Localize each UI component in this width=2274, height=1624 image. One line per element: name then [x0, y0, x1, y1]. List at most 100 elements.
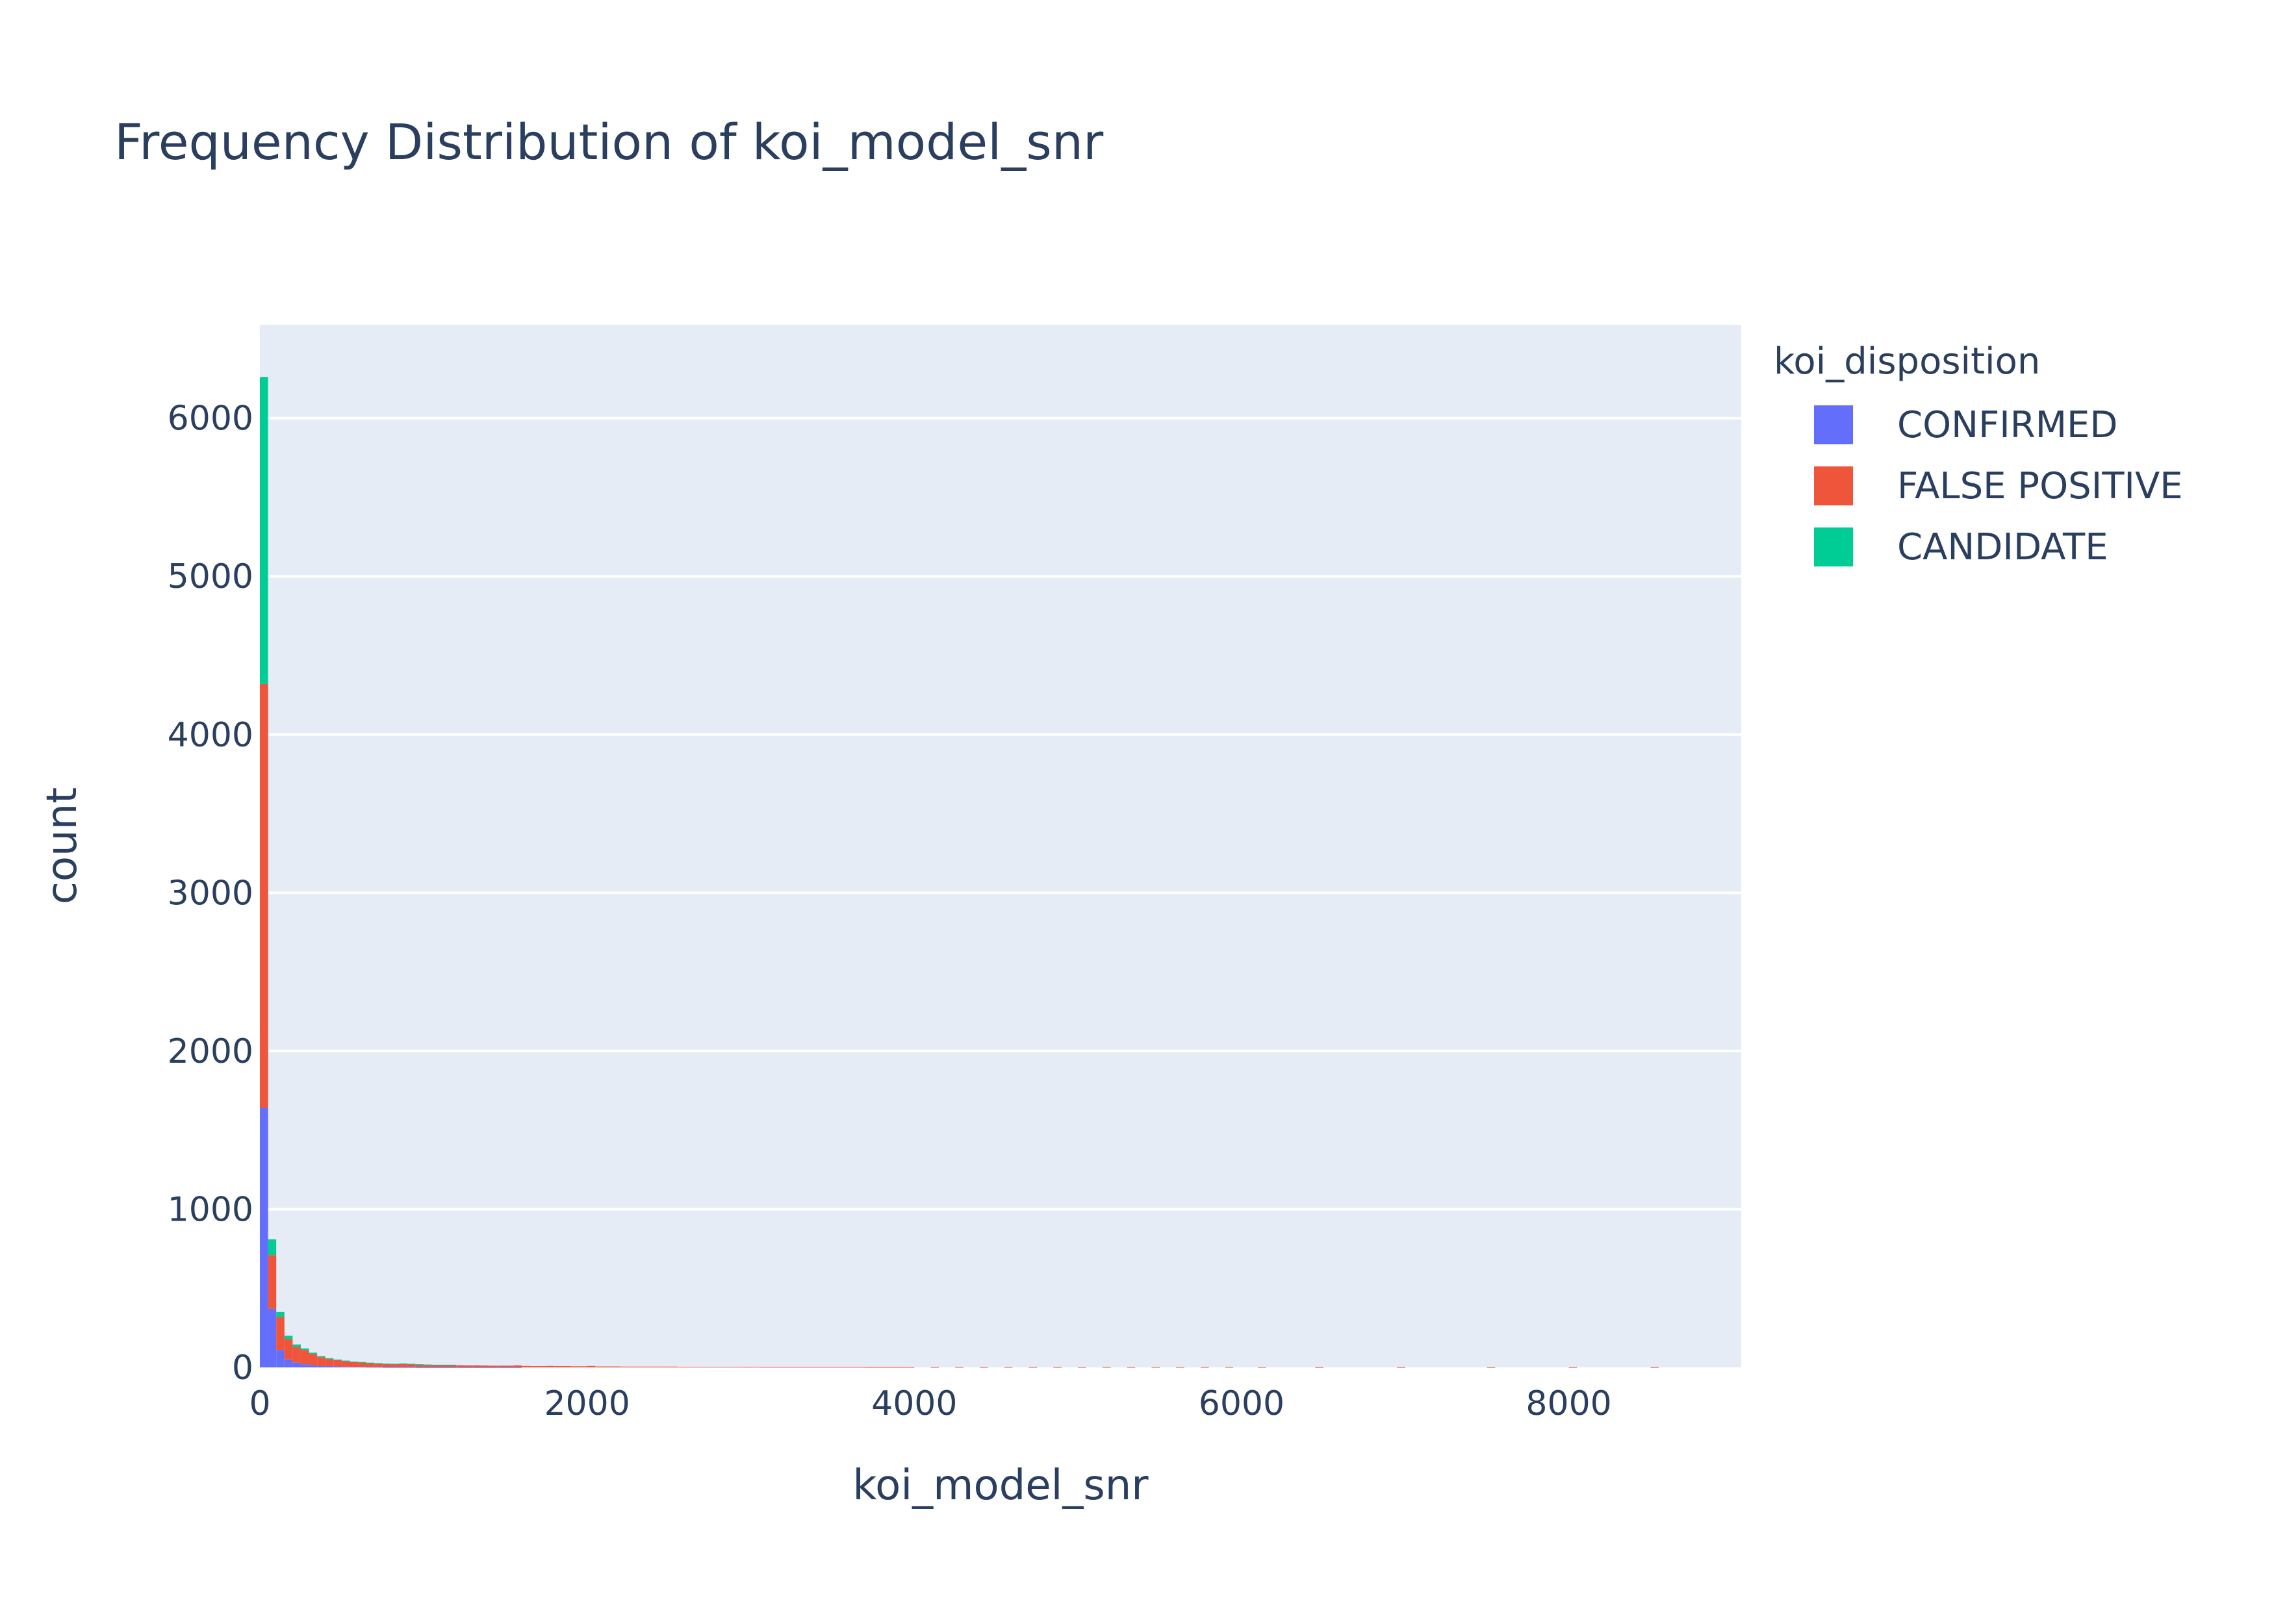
histogram-bar[interactable] [407, 1364, 416, 1367]
histogram-bar[interactable] [276, 1317, 285, 1351]
histogram-bar[interactable] [1127, 1367, 1136, 1368]
histogram-bar[interactable] [268, 1255, 277, 1309]
histogram-bar[interactable] [276, 1350, 285, 1367]
histogram-bar[interactable] [382, 1367, 391, 1368]
legend-item-confirmed[interactable]: CONFIRMED [1814, 404, 2118, 446]
histogram-bar[interactable] [448, 1365, 457, 1367]
histogram-bar[interactable] [415, 1367, 424, 1368]
legend-item-false-positive[interactable]: FALSE POSITIVE [1814, 465, 2183, 507]
histogram-bar[interactable] [341, 1361, 350, 1367]
histogram-bar[interactable] [407, 1367, 416, 1368]
histogram-bar[interactable] [399, 1367, 407, 1368]
histogram-bar[interactable] [513, 1367, 522, 1368]
histogram-bar[interactable] [317, 1356, 326, 1358]
histogram-bar[interactable] [431, 1365, 441, 1367]
histogram-bar[interactable] [554, 1366, 563, 1367]
histogram-bar[interactable] [309, 1365, 318, 1367]
histogram-bar[interactable] [300, 1348, 309, 1351]
histogram-bar[interactable] [260, 1108, 268, 1367]
histogram-bar[interactable] [489, 1367, 498, 1368]
histogram-bar[interactable] [415, 1364, 424, 1365]
histogram-bar[interactable] [284, 1359, 293, 1367]
histogram-bar[interactable] [325, 1359, 334, 1367]
histogram-bar[interactable] [292, 1344, 301, 1347]
histogram-bar[interactable] [521, 1365, 530, 1367]
histogram-bar[interactable] [260, 683, 268, 1108]
histogram-bar[interactable] [317, 1365, 326, 1367]
histogram-bar[interactable] [930, 1367, 939, 1368]
histogram-bar[interactable] [464, 1365, 473, 1367]
histogram-bar[interactable] [1568, 1367, 1578, 1368]
histogram-bar[interactable] [390, 1364, 400, 1367]
histogram-bar[interactable] [1176, 1367, 1184, 1368]
histogram-bar[interactable] [480, 1367, 489, 1368]
histogram-bar[interactable] [440, 1365, 448, 1367]
histogram-bar[interactable] [358, 1362, 366, 1367]
histogram-bar[interactable] [1200, 1367, 1209, 1368]
histogram-bar[interactable] [456, 1367, 465, 1368]
histogram-bar[interactable] [513, 1365, 522, 1367]
histogram-bar[interactable] [480, 1365, 489, 1367]
histogram-bar[interactable] [423, 1364, 432, 1367]
histogram-bar[interactable] [366, 1362, 375, 1364]
histogram-bar[interactable] [350, 1362, 359, 1367]
histogram-bar[interactable] [889, 1367, 899, 1368]
histogram-bar[interactable] [325, 1366, 334, 1367]
histogram-bar[interactable] [1650, 1367, 1659, 1368]
histogram-bar[interactable] [423, 1367, 432, 1368]
histogram-bar[interactable] [579, 1366, 587, 1367]
histogram-bar[interactable] [268, 1239, 277, 1256]
histogram-bar[interactable] [906, 1367, 915, 1368]
histogram-bar[interactable] [472, 1367, 481, 1368]
legend-item-candidate[interactable]: CANDIDATE [1814, 526, 2108, 568]
histogram-bar[interactable] [497, 1367, 505, 1368]
histogram-bar[interactable] [276, 1312, 285, 1317]
histogram-bar[interactable] [1315, 1367, 1323, 1368]
histogram-bar[interactable] [431, 1367, 441, 1368]
histogram-bar[interactable] [399, 1364, 407, 1367]
histogram-bar[interactable] [464, 1367, 473, 1368]
histogram-bar[interactable] [1053, 1367, 1062, 1368]
histogram-bar[interactable] [415, 1364, 424, 1367]
histogram-bar[interactable] [570, 1366, 580, 1367]
histogram-bar[interactable] [292, 1347, 301, 1363]
histogram-bar[interactable] [300, 1364, 309, 1367]
histogram-bar[interactable] [1151, 1367, 1160, 1368]
histogram-bar[interactable] [980, 1367, 988, 1368]
histogram-bar[interactable] [341, 1360, 350, 1362]
histogram-bar[interactable] [881, 1367, 890, 1368]
histogram-bar[interactable] [333, 1360, 342, 1367]
histogram-bar[interactable] [1004, 1367, 1013, 1368]
histogram-bar[interactable] [448, 1367, 457, 1368]
histogram-bar[interactable] [873, 1367, 882, 1368]
histogram-bar[interactable] [382, 1364, 391, 1367]
histogram-bar[interactable] [865, 1367, 874, 1368]
histogram-bar[interactable] [1225, 1367, 1234, 1368]
histogram-bar[interactable] [1487, 1367, 1496, 1368]
histogram-bar[interactable] [562, 1366, 571, 1367]
histogram-bar[interactable] [955, 1367, 964, 1368]
histogram-bar[interactable] [260, 377, 268, 684]
histogram-bar[interactable] [300, 1350, 309, 1365]
histogram-bar[interactable] [1078, 1367, 1086, 1368]
histogram-bar[interactable] [292, 1362, 301, 1367]
histogram-bar[interactable] [1258, 1367, 1266, 1368]
histogram-bar[interactable] [374, 1363, 383, 1364]
histogram-bar[interactable] [1028, 1367, 1038, 1368]
histogram-bar[interactable] [456, 1365, 465, 1367]
histogram-bar[interactable] [1397, 1367, 1405, 1368]
histogram-bar[interactable] [489, 1365, 498, 1367]
histogram-bar[interactable] [366, 1363, 375, 1367]
histogram-bar[interactable] [284, 1339, 293, 1360]
histogram-bar[interactable] [374, 1363, 383, 1367]
histogram-bar[interactable] [317, 1357, 326, 1366]
histogram-bar[interactable] [284, 1336, 293, 1339]
histogram-bar[interactable] [546, 1365, 555, 1367]
histogram-bar[interactable] [505, 1365, 514, 1367]
histogram-bar[interactable] [268, 1308, 277, 1367]
histogram-bar[interactable] [309, 1354, 318, 1365]
histogram-bar[interactable] [587, 1365, 596, 1367]
histogram-bar[interactable] [505, 1367, 514, 1368]
histogram-bar[interactable] [472, 1365, 481, 1367]
histogram-bar[interactable] [1102, 1367, 1111, 1368]
